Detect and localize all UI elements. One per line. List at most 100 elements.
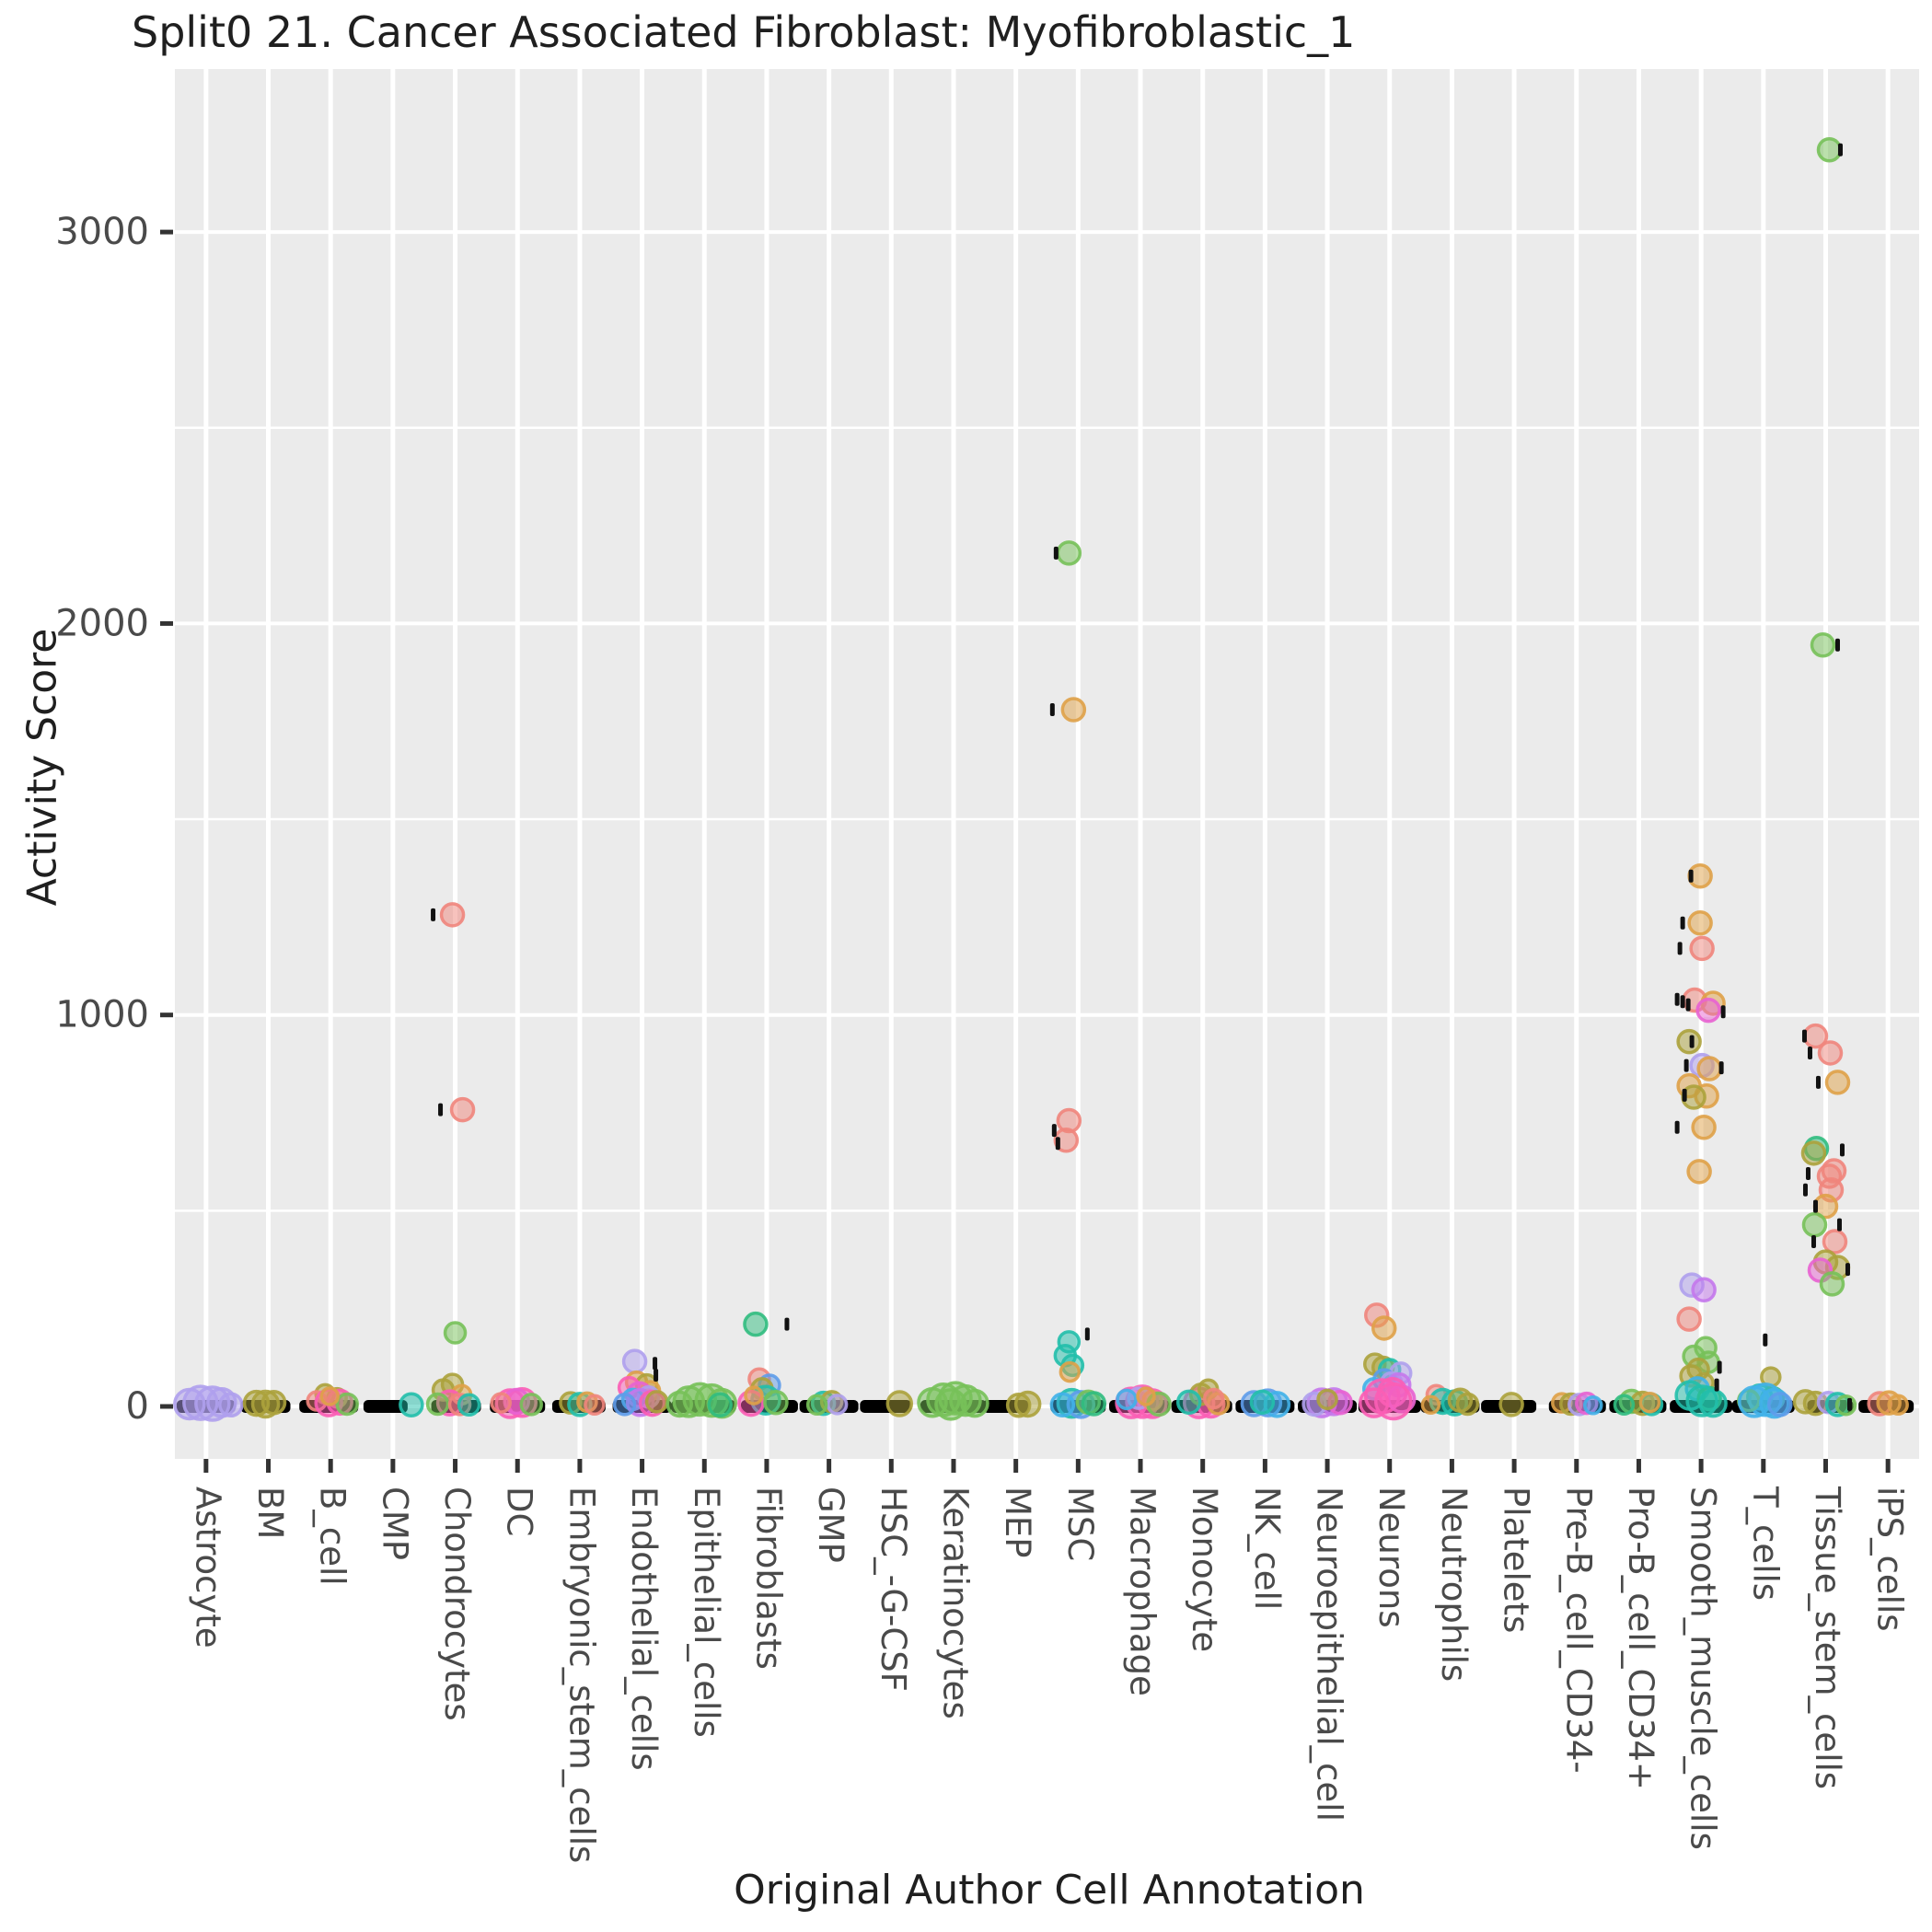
data-point — [1249, 1389, 1276, 1416]
x-tick-label: Pro-B_cell_CD34+ — [1621, 1487, 1660, 1790]
data-point — [584, 1394, 606, 1417]
data-point — [1695, 997, 1721, 1024]
data-point — [443, 1321, 468, 1345]
outlier-dash — [438, 1103, 444, 1116]
data-point — [449, 1096, 476, 1123]
outlier-dash — [1807, 1046, 1812, 1059]
data-point — [1116, 1388, 1138, 1411]
data-point — [934, 1388, 967, 1421]
data-point — [1059, 1360, 1082, 1383]
x-tick-label: Chondrocytes — [437, 1487, 477, 1721]
data-point — [425, 1392, 450, 1417]
data-point — [1498, 1392, 1524, 1417]
data-point — [1371, 1315, 1397, 1341]
outlier-dash — [1812, 1199, 1818, 1213]
outlier-dash — [431, 908, 436, 921]
outlier-dash — [1845, 1263, 1850, 1277]
data-point — [1689, 935, 1715, 962]
outlier-dash — [1717, 1360, 1722, 1374]
outlier-dash — [1839, 1143, 1845, 1157]
data-point — [1817, 1040, 1844, 1066]
outlier-dash — [1846, 1397, 1852, 1411]
zero-bar — [363, 1400, 408, 1413]
data-point — [1053, 1128, 1080, 1153]
outlier-dash — [1815, 1075, 1821, 1089]
data-point — [1887, 1394, 1909, 1417]
data-point — [1676, 1306, 1702, 1332]
outlier-dash — [654, 1368, 659, 1382]
outlier-dash — [1811, 1234, 1816, 1248]
data-point — [621, 1348, 648, 1374]
y-tick-label: 3000 — [55, 211, 149, 253]
data-point — [1800, 1140, 1827, 1166]
data-point — [1834, 1394, 1857, 1417]
data-point — [665, 1390, 694, 1418]
data-point — [1698, 1388, 1728, 1418]
data-point — [1676, 1028, 1702, 1055]
outlier-dash — [1680, 995, 1685, 1009]
outlier-dash — [784, 1317, 790, 1331]
outlier-dash — [1683, 1059, 1689, 1072]
data-point — [826, 1394, 849, 1416]
x-tick-label: Embryonic_stem_cells — [561, 1487, 601, 1863]
data-point — [1822, 1229, 1848, 1255]
data-point — [399, 1392, 424, 1418]
data-point — [439, 902, 466, 928]
data-point — [1801, 1211, 1828, 1238]
data-point — [805, 1394, 828, 1417]
x-tick-label: Monocyte — [1185, 1487, 1224, 1652]
outlier-dash — [1055, 1137, 1060, 1151]
x-tick-label: MEP — [998, 1487, 1037, 1558]
x-tick-label: Keratinocytes — [935, 1487, 975, 1719]
outlier-dash — [1674, 992, 1680, 1006]
x-tick-label: Neurons — [1371, 1487, 1411, 1628]
x-tick-label: NK_cell — [1247, 1487, 1287, 1610]
y-tick-label: 2000 — [55, 602, 149, 644]
outlier-dash — [1053, 546, 1059, 560]
y-tick-label: 1000 — [55, 994, 149, 1036]
data-point — [763, 1389, 789, 1416]
data-point — [1049, 1392, 1076, 1418]
outlier-dash — [1720, 1005, 1726, 1019]
data-point — [1696, 1056, 1722, 1082]
data-point — [1691, 1277, 1717, 1303]
data-point — [1583, 1394, 1603, 1416]
data-point — [1687, 910, 1713, 936]
x-tick-label: MSC — [1060, 1487, 1100, 1561]
plot-panel — [175, 69, 1919, 1459]
data-point — [490, 1392, 512, 1414]
outlier-dash — [1718, 1061, 1724, 1075]
outlier-dash — [1051, 1124, 1057, 1138]
data-point — [319, 1386, 340, 1406]
chart-title: Split0 21. Cancer Associated Fibroblast:… — [132, 7, 1356, 57]
outlier-dash — [1836, 1218, 1842, 1232]
y-tick-label: 0 — [126, 1385, 149, 1428]
outlier-dash — [1805, 1166, 1811, 1180]
x-tick-label: GMP — [811, 1487, 850, 1563]
outlier-dash — [1674, 1120, 1680, 1134]
data-point — [1175, 1389, 1202, 1416]
x-tick-label: Neuroepithelial_cell — [1310, 1487, 1349, 1822]
outlier-dash — [1688, 869, 1694, 883]
data-point — [1455, 1392, 1480, 1417]
x-tick-label: HSC_-G-CSF — [873, 1487, 913, 1692]
x-tick-label: Fibroblasts — [748, 1487, 788, 1670]
x-tick-label: T_cells — [1745, 1486, 1785, 1601]
x-tick-label: Smooth_muscle_cells — [1683, 1487, 1723, 1850]
outlier-dash — [1049, 702, 1055, 716]
outlier-dash — [1680, 916, 1685, 930]
outlier-dash — [1801, 1029, 1807, 1043]
data-point — [1824, 1070, 1851, 1095]
x-tick-label: Astrocyte — [188, 1487, 227, 1649]
data-point — [612, 1393, 637, 1417]
data-point — [1816, 137, 1843, 163]
data-point — [1420, 1394, 1441, 1416]
x-tick-label: CMP — [375, 1487, 414, 1560]
x-axis-title: Original Author Cell Annotation — [734, 1867, 1365, 1914]
outlier-dash — [1837, 143, 1843, 156]
data-point — [1819, 1271, 1845, 1297]
x-tick-label: Tissue_stem_cells — [1808, 1486, 1847, 1789]
data-point — [260, 1389, 287, 1416]
data-point — [335, 1392, 359, 1417]
